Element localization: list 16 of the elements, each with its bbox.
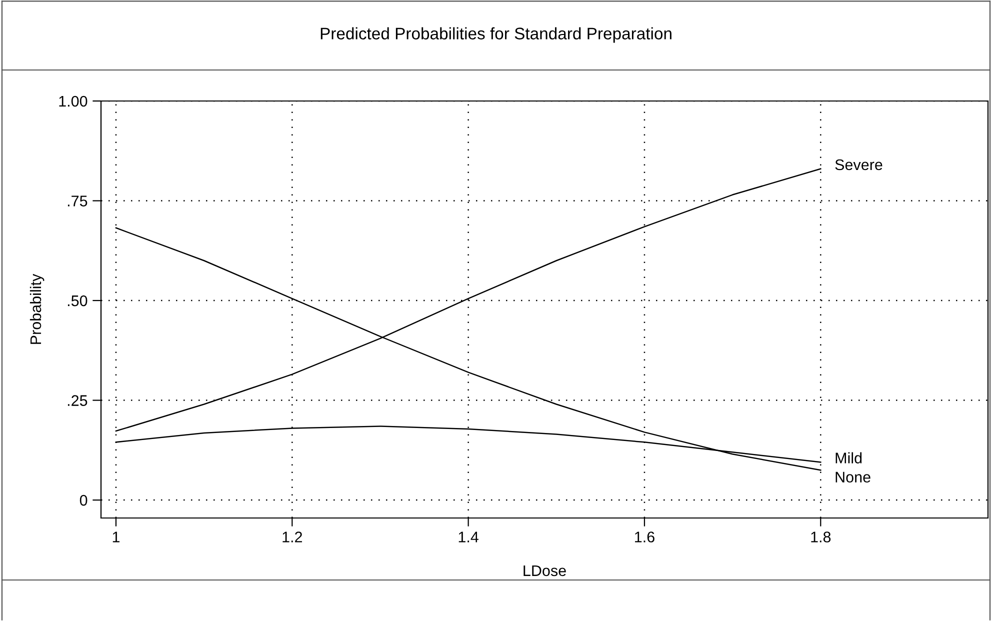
series-label: Mild bbox=[836, 452, 862, 464]
y-axis-title: Probability bbox=[30, 274, 44, 344]
chart-title: Predicted Probabilities for Standard Preparation bbox=[320, 27, 672, 43]
x-tick-label: 1 bbox=[112, 532, 120, 542]
x-tick-label: 1.4 bbox=[458, 532, 478, 542]
y-tick-label: 0 bbox=[80, 494, 88, 506]
x-tick-label: 1.2 bbox=[282, 532, 302, 542]
x-axis-title: LDose bbox=[524, 565, 566, 576]
y-tick-label: .50 bbox=[68, 295, 88, 306]
y-tick-label: 1.00 bbox=[59, 96, 88, 107]
y-tick-label: .75 bbox=[68, 196, 88, 206]
series-label: None bbox=[836, 472, 870, 483]
x-tick-label: 1.6 bbox=[635, 532, 654, 542]
x-tick-label: 1.8 bbox=[811, 532, 831, 542]
series-label: Severe bbox=[835, 159, 882, 170]
y-tick-label: .25 bbox=[68, 395, 88, 406]
